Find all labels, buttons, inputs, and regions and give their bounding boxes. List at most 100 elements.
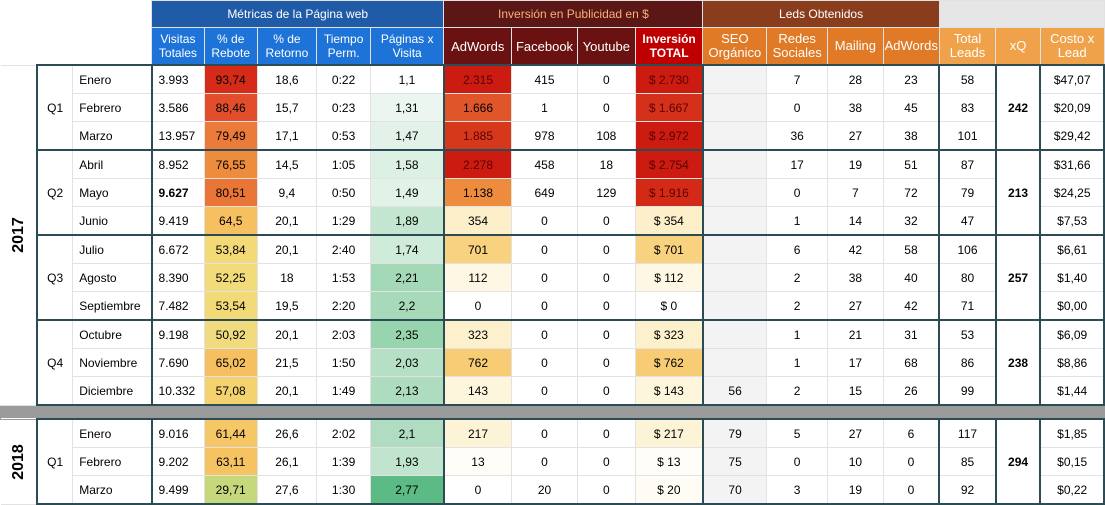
cell-youtube[interactable]: 18 (576, 149, 636, 179)
cell-costo[interactable]: $29,42 (1039, 121, 1105, 151)
cell-youtube[interactable]: 0 (576, 234, 636, 264)
cell-redes[interactable]: 0 (766, 93, 829, 122)
cell-redes[interactable]: 0 (766, 178, 829, 207)
col-retorno[interactable]: % de Retorno (256, 27, 318, 66)
cell-adwords[interactable]: 354 (443, 206, 513, 236)
cell-adwords[interactable]: 701 (443, 234, 513, 264)
cell-adwords-leads[interactable]: 38 (882, 121, 941, 151)
cell-retorno[interactable]: 20,1 (256, 234, 318, 264)
cell-adwords[interactable]: 217 (443, 418, 513, 448)
cell-mailing[interactable]: 17 (827, 348, 884, 377)
cell-retorno[interactable]: 18 (256, 263, 318, 292)
cell-seo[interactable] (702, 93, 768, 122)
cell-retorno[interactable]: 17,1 (256, 121, 318, 151)
cell-retorno[interactable]: 15,7 (256, 93, 318, 122)
month-cell[interactable]: Diciembre (72, 376, 153, 406)
cell-facebook[interactable]: 0 (511, 348, 578, 377)
cell-adwords-leads[interactable]: 45 (882, 93, 941, 122)
cell-seo[interactable] (702, 149, 768, 179)
cell-facebook[interactable]: 649 (511, 178, 578, 207)
cell-visitas[interactable]: 8.952 (150, 149, 205, 179)
cell-total[interactable]: 87 (938, 149, 997, 179)
cell-total[interactable]: 101 (938, 121, 997, 151)
cell-total[interactable]: 80 (938, 263, 997, 292)
cell-costo[interactable]: $20,09 (1039, 93, 1105, 122)
cell-visitas[interactable]: 7.690 (150, 348, 205, 377)
cell-inversion[interactable]: $ 20 (634, 475, 704, 505)
cell-inversion[interactable]: $ 217 (634, 418, 704, 448)
month-cell[interactable]: Mayo (72, 178, 153, 207)
cell-adwords[interactable]: 762 (443, 348, 513, 377)
col-rebote[interactable]: % de Rebote (203, 27, 258, 66)
cell-youtube[interactable]: 0 (576, 64, 636, 94)
cell-mailing[interactable]: 38 (827, 263, 884, 292)
cell-youtube[interactable]: 0 (576, 291, 636, 321)
cell-total[interactable]: 85 (938, 447, 997, 476)
cell-facebook[interactable]: 0 (511, 418, 578, 448)
cell-total[interactable]: 71 (938, 291, 997, 321)
cell-facebook[interactable]: 0 (511, 206, 578, 236)
cell-rebote[interactable]: 53,84 (203, 234, 258, 264)
cell-costo[interactable]: $47,07 (1039, 64, 1105, 94)
cell-adwords-leads[interactable]: 68 (882, 348, 941, 377)
cell-paginas[interactable]: 2,77 (369, 475, 445, 505)
cell-paginas[interactable]: 2,03 (369, 348, 445, 377)
cell-total[interactable]: 47 (938, 206, 997, 236)
month-cell[interactable]: Febrero (72, 93, 153, 122)
cell-paginas[interactable]: 1,47 (369, 121, 445, 151)
cell-facebook[interactable]: 0 (511, 263, 578, 292)
col-seo[interactable]: SEO Orgánico (702, 27, 768, 66)
cell-redes[interactable]: 1 (766, 319, 829, 349)
cell-facebook[interactable]: 20 (511, 475, 578, 505)
cell-paginas[interactable]: 1,93 (369, 447, 445, 476)
cell-visitas[interactable]: 7.482 (150, 291, 205, 321)
cell-mailing[interactable]: 42 (827, 234, 884, 264)
cell-visitas[interactable]: 3.586 (150, 93, 205, 122)
cell-retorno[interactable]: 27,6 (256, 475, 318, 505)
cell-adwords[interactable]: 1.666 (443, 93, 513, 122)
cell-costo[interactable]: $0,00 (1039, 291, 1105, 321)
cell-inversion[interactable]: $ 762 (634, 348, 704, 377)
cell-costo[interactable]: $1,85 (1039, 418, 1105, 448)
cell-rebote[interactable]: 61,44 (203, 418, 258, 448)
cell-tiempo[interactable]: 2:40 (316, 234, 371, 264)
cell-total[interactable]: 92 (938, 475, 997, 505)
col-facebook[interactable]: Facebook (511, 27, 578, 66)
cell-inversion[interactable]: $ 1.667 (634, 93, 704, 122)
month-cell[interactable]: Noviembre (72, 348, 153, 377)
cell-retorno[interactable]: 21,5 (256, 348, 318, 377)
cell-visitas[interactable]: 3.993 (150, 64, 205, 94)
cell-seo[interactable]: 70 (702, 475, 768, 505)
month-cell[interactable]: Junio (72, 206, 153, 236)
cell-redes[interactable]: 2 (766, 376, 829, 406)
xq-cell[interactable]: 238 (994, 319, 1042, 406)
cell-seo[interactable] (702, 178, 768, 207)
cell-seo[interactable] (702, 319, 768, 349)
cell-youtube[interactable]: 0 (576, 206, 636, 236)
cell-tiempo[interactable]: 2:03 (316, 319, 371, 349)
cell-adwords-leads[interactable]: 26 (882, 376, 941, 406)
cell-adwords[interactable]: 13 (443, 447, 513, 476)
cell-inversion[interactable]: $ 2.730 (634, 64, 704, 94)
cell-facebook[interactable]: 458 (511, 149, 578, 179)
cell-facebook[interactable]: 0 (511, 319, 578, 349)
cell-adwords[interactable]: 2.278 (443, 149, 513, 179)
cell-retorno[interactable]: 26,1 (256, 447, 318, 476)
cell-mailing[interactable]: 7 (827, 178, 884, 207)
cell-visitas[interactable]: 8.390 (150, 263, 205, 292)
cell-visitas[interactable]: 13.957 (150, 121, 205, 151)
cell-paginas[interactable]: 2,21 (369, 263, 445, 292)
cell-redes[interactable]: 2 (766, 263, 829, 292)
cell-costo[interactable]: $24,25 (1039, 178, 1105, 207)
cell-adwords[interactable]: 0 (443, 475, 513, 505)
cell-adwords-leads[interactable]: 58 (882, 234, 941, 264)
cell-retorno[interactable]: 9,4 (256, 178, 318, 207)
cell-adwords-leads[interactable]: 0 (882, 475, 941, 505)
col-youtube[interactable]: Youtube (576, 27, 636, 66)
cell-tiempo[interactable]: 0:22 (316, 64, 371, 94)
cell-tiempo[interactable]: 0:50 (316, 178, 371, 207)
cell-mailing[interactable]: 14 (827, 206, 884, 236)
cell-adwords-leads[interactable]: 42 (882, 291, 941, 321)
col-total-leads[interactable]: Total Leads (938, 27, 997, 66)
cell-redes[interactable]: 17 (766, 149, 829, 179)
